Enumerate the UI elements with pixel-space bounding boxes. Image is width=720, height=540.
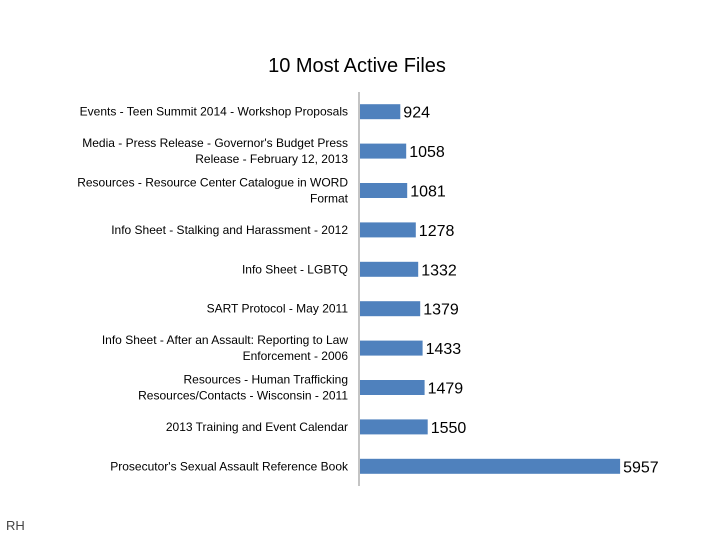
- chart-title: 10 Most Active Files: [268, 55, 446, 77]
- value-label-6: 1379: [423, 302, 459, 319]
- value-labels-group: 924 1058 1081 1278 1332 1379 1433 1479 1550 5957: [403, 105, 658, 477]
- bar-9: [360, 419, 428, 435]
- value-label-1: 924: [403, 105, 430, 122]
- category-label-line: Enforcement - 2006: [243, 349, 349, 363]
- category-label-4: Info Sheet - Stalking and Harassment - 2…: [111, 223, 348, 237]
- category-label-9: 2013 Training and Event Calendar: [166, 420, 348, 434]
- category-label-line: Resources/Contacts - Wisconsin - 2011: [138, 389, 348, 403]
- category-label-line: Media - Press Release - Governor's Budge…: [82, 136, 348, 150]
- value-label-8: 1479: [428, 381, 464, 398]
- value-label-3: 1081: [410, 184, 446, 201]
- category-label-1: Events - Teen Summit 2014 - Workshop Pro…: [80, 105, 348, 119]
- bar-7: [360, 340, 423, 356]
- category-label-line: Resources - Resource Center Catalogue in…: [77, 176, 348, 190]
- bar-4: [360, 222, 416, 238]
- category-label-line: Prosecutor's Sexual Assault Reference Bo…: [110, 459, 349, 473]
- bar-10: [360, 458, 621, 474]
- category-label-line: SART Protocol - May 2011: [207, 302, 349, 316]
- bar-1: [360, 104, 401, 120]
- category-label-3: Resources - Resource Center Catalogue in…: [77, 176, 348, 206]
- category-label-line: Info Sheet - After an Assault: Reporting…: [102, 333, 348, 347]
- value-label-4: 1278: [419, 223, 455, 240]
- category-label-6: SART Protocol - May 2011: [207, 302, 349, 316]
- value-label-9: 1550: [431, 420, 467, 437]
- bar-3: [360, 183, 408, 198]
- category-label-line: Info Sheet - LGBTQ: [242, 262, 348, 276]
- category-label-2: Media - Press Release - Governor's Budge…: [82, 136, 348, 166]
- footer-initials: RH: [6, 518, 25, 533]
- value-label-5: 1332: [421, 262, 457, 279]
- category-label-10: Prosecutor's Sexual Assault Reference Bo…: [110, 459, 349, 473]
- category-labels-group: Events - Teen Summit 2014 - Workshop Pro…: [77, 105, 349, 474]
- category-label-5: Info Sheet - LGBTQ: [242, 262, 348, 276]
- category-label-line: Resources - Human Trafficking: [183, 373, 348, 387]
- bar-5: [360, 261, 419, 277]
- value-label-7: 1433: [426, 341, 462, 358]
- bars-group: [360, 104, 621, 474]
- value-label-2: 1058: [409, 144, 445, 161]
- bar-6: [360, 301, 421, 317]
- category-label-7: Info Sheet - After an Assault: Reporting…: [102, 333, 348, 363]
- value-label-10: 5957: [623, 459, 659, 476]
- category-label-line: Format: [310, 192, 349, 206]
- bar-8: [360, 380, 425, 395]
- category-label-line: Info Sheet - Stalking and Harassment - 2…: [111, 223, 348, 237]
- category-label-line: 2013 Training and Event Calendar: [166, 420, 348, 434]
- bar-2: [360, 143, 407, 159]
- category-label-line: Events - Teen Summit 2014 - Workshop Pro…: [80, 105, 348, 119]
- category-label-8: Resources - Human Trafficking Resources/C…: [138, 373, 348, 403]
- category-label-line: Release - February 12, 2013: [195, 152, 348, 166]
